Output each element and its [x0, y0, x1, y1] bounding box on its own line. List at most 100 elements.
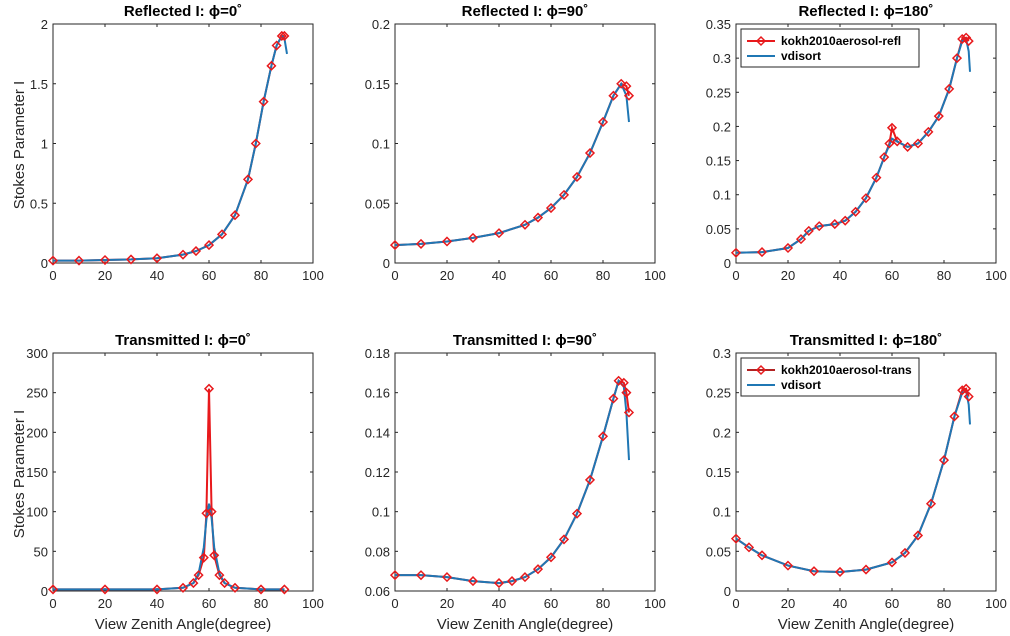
data-point-marker — [279, 584, 290, 595]
x-tick-label: 20 — [98, 596, 112, 611]
data-point-marker — [957, 33, 968, 45]
x-tick-label: 60 — [202, 268, 216, 283]
data-point-marker — [951, 53, 963, 64]
x-tick-label: 0 — [391, 268, 398, 283]
data-point-marker — [782, 242, 794, 254]
y-tick-label: 300 — [26, 346, 48, 361]
data-point-marker — [730, 247, 742, 258]
y-tick-label: 0.05 — [706, 222, 731, 237]
data-point-marker — [389, 570, 401, 581]
x-axis-label: View Zenith Angle(degree) — [95, 616, 272, 633]
y-tick-label: 0.15 — [365, 77, 390, 92]
data-point-marker — [871, 172, 882, 183]
legend-label: vdisort — [781, 49, 821, 63]
data-point-marker — [957, 385, 968, 396]
plot-area — [394, 352, 656, 592]
legend-label: kokh2010aerosol-refl — [781, 34, 901, 48]
data-point-marker — [47, 584, 59, 595]
data-point-marker — [808, 566, 820, 577]
x-tick-label: 80 — [254, 268, 268, 283]
y-tick-label: 250 — [26, 386, 48, 401]
x-tick-label: 60 — [202, 596, 216, 611]
data-point-marker — [597, 431, 609, 442]
x-tick-label: 80 — [937, 596, 951, 611]
data-point-marker — [613, 375, 624, 386]
x-tick-label: 60 — [885, 596, 899, 611]
data-point-marker — [198, 552, 209, 563]
data-point-marker — [190, 245, 202, 257]
data-point-marker — [892, 136, 903, 147]
data-point-marker — [415, 238, 427, 249]
data-point-marker — [201, 508, 212, 519]
y-axis-label: Stokes Parameter I — [11, 410, 28, 538]
data-point-marker — [795, 234, 807, 245]
y-tick-label: 200 — [26, 425, 48, 440]
data-point-marker — [963, 391, 974, 402]
data-point-marker — [743, 542, 755, 553]
y-tick-label: 0.1 — [713, 188, 731, 203]
data-point-marker — [545, 202, 557, 214]
x-tick-label: 100 — [644, 596, 666, 611]
y-tick-label: 1.5 — [30, 77, 48, 92]
x-tick-label: 40 — [150, 268, 164, 283]
data-point-marker — [441, 236, 453, 247]
x-tick-label: 60 — [544, 596, 558, 611]
y-tick-label: 0.2 — [713, 119, 731, 134]
x-tick-label: 100 — [302, 268, 324, 283]
data-point-marker — [558, 189, 570, 200]
data-point-marker — [621, 81, 632, 92]
x-tick-label: 60 — [885, 268, 899, 283]
data-point-marker — [203, 240, 215, 251]
y-tick-label: 0 — [724, 584, 731, 599]
legend-box — [740, 28, 920, 68]
data-point-marker — [925, 498, 937, 509]
y-tick-label: 0.14 — [365, 425, 390, 440]
data-point-marker — [441, 572, 453, 583]
x-tick-label: 20 — [781, 268, 795, 283]
legend-marker — [755, 35, 767, 47]
y-tick-label: 0.16 — [365, 386, 390, 401]
data-point-marker — [206, 506, 217, 517]
plot-area — [52, 23, 314, 264]
data-point-marker — [860, 193, 872, 204]
data-point-marker — [271, 40, 282, 51]
data-point-marker — [177, 249, 189, 260]
data-point-marker — [188, 578, 199, 589]
x-tick-label: 20 — [440, 596, 454, 611]
panel-trans-180: 0 20 40 60 80 100 0 0.05 0.1 0.15 0.2 0.25 0.3 Transm… — [706, 332, 1007, 611]
data-point-marker — [621, 387, 632, 398]
data-point-marker — [834, 566, 846, 578]
data-point-marker — [203, 383, 215, 394]
data-point-marker — [879, 152, 890, 163]
data-point-marker — [912, 530, 924, 541]
data-point-marker — [618, 377, 629, 388]
data-point-marker — [571, 508, 583, 519]
data-point-marker — [73, 255, 85, 266]
data-point-marker — [545, 552, 557, 563]
data-point-marker — [623, 90, 635, 101]
data-point-marker — [99, 584, 111, 595]
data-point-marker — [209, 550, 220, 561]
data-point-marker — [860, 564, 872, 575]
panel-title: Transmitted I: ϕ=0˚ — [115, 332, 251, 349]
y-axis-label: Stokes Parameter I — [11, 81, 28, 209]
x-tick-label: 100 — [985, 268, 1007, 283]
panel-title: Reflected I: ϕ=90˚ — [462, 3, 589, 20]
data-point-marker — [279, 30, 290, 42]
y-tick-label: 0.1 — [372, 505, 390, 520]
data-point-marker — [229, 582, 241, 593]
data-point-marker — [151, 584, 163, 595]
y-tick-label: 0.12 — [365, 465, 390, 480]
data-point-marker — [829, 219, 840, 230]
data-point-marker — [193, 570, 204, 581]
y-tick-label: 0 — [383, 256, 390, 271]
y-tick-label: 2 — [41, 17, 48, 32]
data-point-marker — [519, 219, 531, 230]
data-point-marker — [608, 90, 619, 101]
x-tick-label: 80 — [937, 268, 951, 283]
y-tick-label: 0.06 — [365, 584, 390, 599]
y-tick-label: 150 — [26, 465, 48, 480]
data-point-marker — [963, 36, 974, 47]
y-tick-label: 1 — [41, 137, 48, 152]
